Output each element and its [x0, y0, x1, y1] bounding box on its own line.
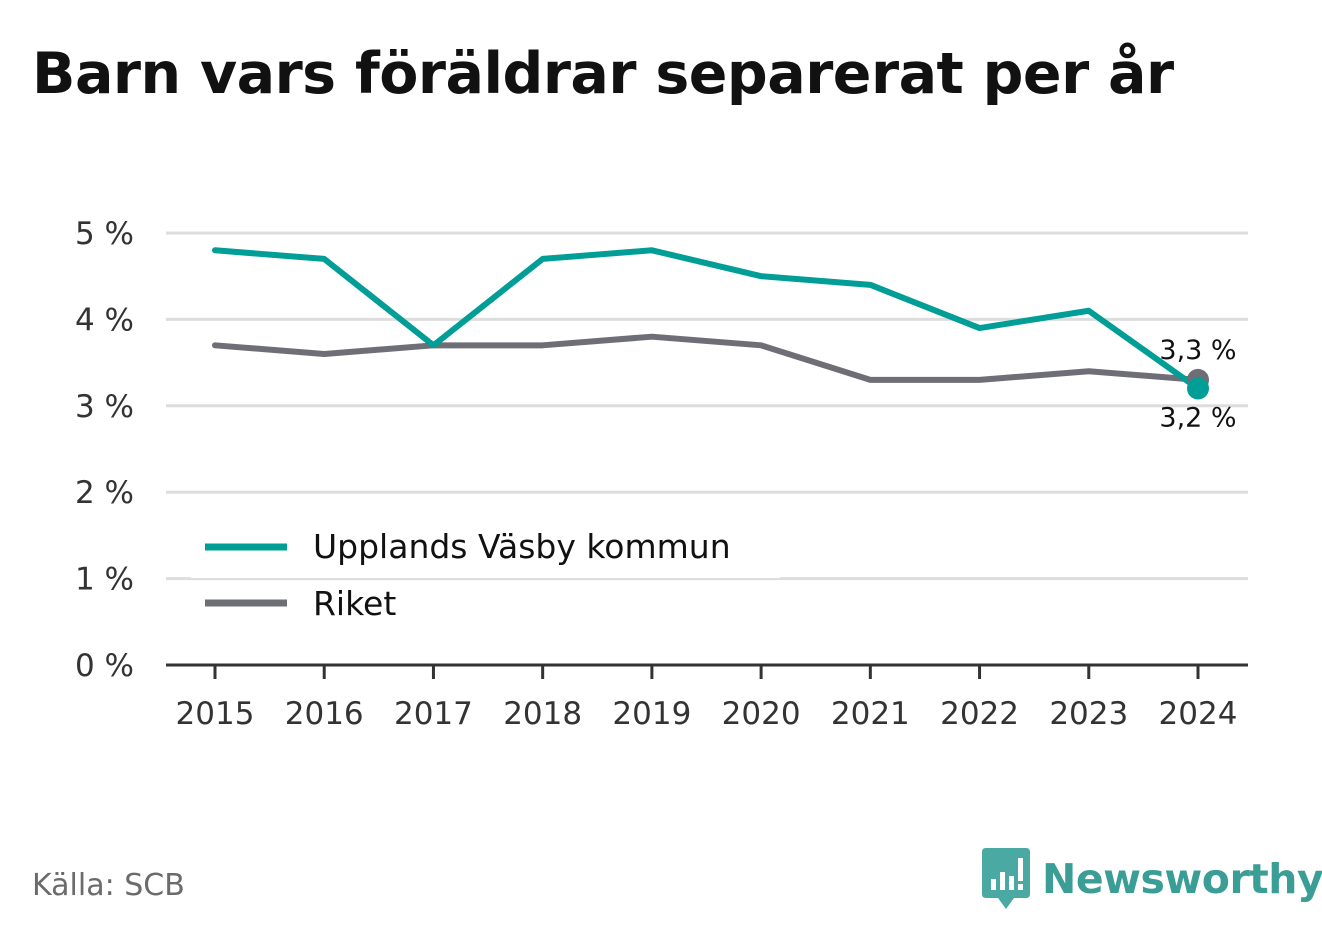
brand-name: Newsworthy — [1042, 855, 1322, 903]
x-tick-label: 2021 — [831, 696, 910, 732]
series-lines — [212, 247, 1209, 400]
x-tick-label: 2019 — [612, 696, 691, 732]
y-tick-label: 4 % — [75, 302, 134, 338]
end-labels: 3,3 % 3,2 % — [1159, 335, 1236, 434]
x-tick-label: 2022 — [940, 696, 1019, 732]
legend-label-upplands-vasby: Upplands Väsby kommun — [313, 527, 731, 566]
end-marker-upplands-vasby — [1187, 377, 1209, 400]
x-tick-label: 2020 — [722, 696, 801, 732]
series-line-riket — [212, 333, 1201, 383]
x-tick-label: 2017 — [394, 696, 473, 732]
end-label-upplands-vasby: 3,2 % — [1159, 403, 1236, 434]
y-tick-label: 2 % — [75, 475, 134, 511]
x-tick-label: 2023 — [1049, 696, 1128, 732]
series-line-upplands-vasby — [212, 247, 1201, 392]
y-tick-label: 0 % — [75, 648, 134, 684]
legend: Upplands Väsby kommun Riket — [191, 522, 780, 623]
chart-title: Barn vars föräldrar separerat per år — [32, 41, 1174, 107]
brand-logo: Newsworthy — [980, 846, 1322, 912]
source-credit: Källa: SCB — [32, 868, 185, 903]
y-tick-label: 5 % — [75, 216, 134, 252]
x-tick-label: 2018 — [503, 696, 582, 732]
x-axis-ticks: 2015 2016 2017 2018 2019 2020 2021 2022 2023 2024 — [176, 665, 1238, 732]
legend-background — [191, 522, 780, 578]
x-tick-label: 2016 — [285, 696, 364, 732]
legend-label-riket: Riket — [313, 584, 396, 623]
y-tick-label: 3 % — [75, 389, 134, 425]
y-tick-label: 1 % — [75, 562, 134, 598]
end-label-riket: 3,3 % — [1159, 335, 1236, 366]
y-axis-ticks: 0 % 1 % 2 % 3 % 4 % 5 % — [75, 216, 134, 684]
grid-lines — [166, 231, 1248, 581]
x-tick-label: 2024 — [1159, 696, 1238, 732]
x-tick-label: 2015 — [176, 696, 255, 732]
newsworthy-logo-icon — [982, 848, 1030, 909]
